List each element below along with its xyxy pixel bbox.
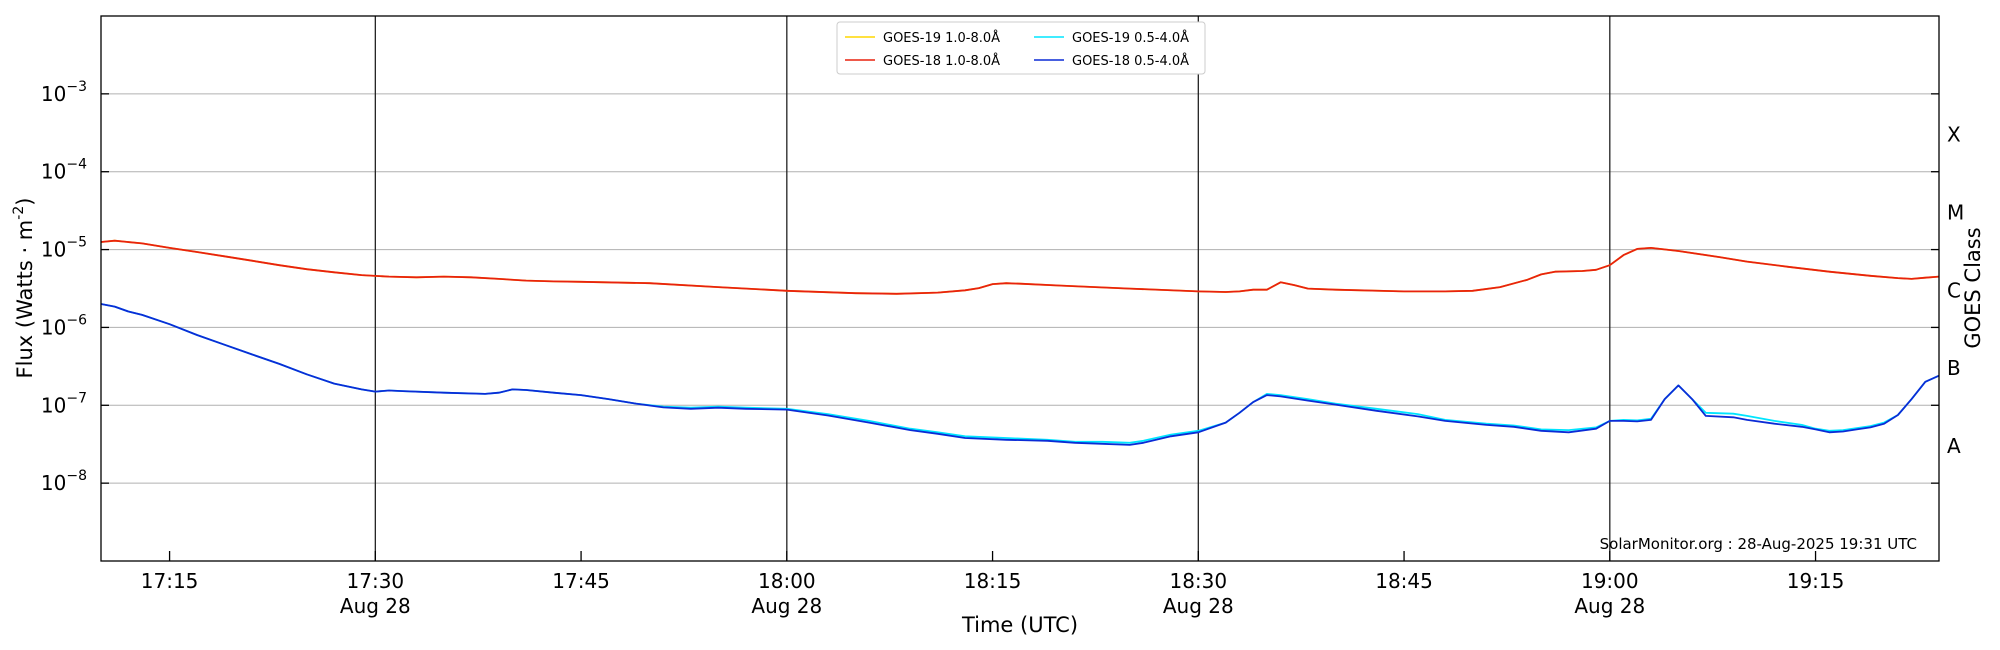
y-tick-label: 10−7 [41,390,87,417]
goes-class-label-c: C [1947,278,1961,302]
y-tick-exponent: −7 [66,390,87,406]
y-tick-base: 10 [41,82,66,106]
y-tick-base: 10 [41,393,66,417]
y-tick-label: 10−3 [41,79,87,106]
legend-label-3: GOES-18 0.5-4.0Å [1072,53,1189,69]
credit-text: SolarMonitor.org : 28-Aug-2025 19:31 UTC [1600,535,1917,553]
y-tick-base: 10 [41,471,66,495]
legend-box [836,21,1206,75]
vertical-lines [374,16,1611,561]
x-tick-label: 18:15 [964,569,1022,593]
x-tick-date-label: Aug 28 [1163,594,1234,618]
y-tick-exponent: −3 [66,79,87,95]
goes-class-label-a: A [1947,434,1961,458]
y-tick-base: 10 [41,315,66,339]
x-axis-title: Time (UTC) [961,613,1078,637]
x-tick-date-label: Aug 28 [1574,594,1645,618]
grid-layer [101,93,1939,484]
y-tick-label: 10−4 [41,157,87,184]
series-line-1 [101,239,1939,295]
x-tick-label: 18:30 [1169,569,1227,593]
legend-label-1: GOES-18 1.0-8.0Å [883,53,1000,69]
x-tick-label: 19:15 [1787,569,1845,593]
y-axis-title-text: Flux (Watts · m [13,220,37,379]
x-tick-date-label: Aug 28 [751,594,822,618]
goes-class-label-m: M [1947,200,1964,224]
y-tick-label: 10−8 [41,468,87,495]
x-tick-label: 17:30 [347,569,405,593]
x-tick-label: 17:15 [141,569,199,593]
y-tick-label: 10−6 [41,312,87,339]
x-tick-label: 19:00 [1581,569,1639,593]
right-axis-title: GOES Class [1961,227,1985,348]
series-layer [101,239,1939,446]
y-axis-title-close: ) [13,198,37,206]
series-line-3 [101,303,1939,446]
y-tick-labels: 10−810−710−610−510−410−3 [41,79,87,495]
y-tick-base: 10 [41,238,66,262]
tick-layer [101,93,1939,561]
x-tick-label: 18:45 [1375,569,1433,593]
y-tick-exponent: −6 [66,312,87,328]
x-tick-label: 18:00 [758,569,816,593]
x-tick-date-label: Aug 28 [340,594,411,618]
y-axis-title-superscript: -2 [11,206,27,220]
legend-label-0: GOES-19 1.0-8.0Å [883,30,1000,46]
goes-class-label-b: B [1947,356,1961,380]
legend: GOES-19 1.0-8.0Å GOES-18 1.0-8.0Å GOES-19 … [836,21,1206,75]
goes-class-label-x: X [1947,123,1961,147]
legend-label-2: GOES-19 0.5-4.0Å [1072,30,1189,46]
y-tick-exponent: −5 [66,235,87,251]
plot-frame [100,15,1940,562]
y-tick-exponent: −8 [66,468,87,484]
y-tick-exponent: −4 [66,157,87,173]
x-tick-label: 17:45 [552,569,610,593]
y-tick-label: 10−5 [41,235,87,262]
y-axis-title: Flux (Watts · m-2) [11,198,37,379]
goes-class-labels: A B C M X [1947,123,1964,458]
y-tick-base: 10 [41,160,66,184]
